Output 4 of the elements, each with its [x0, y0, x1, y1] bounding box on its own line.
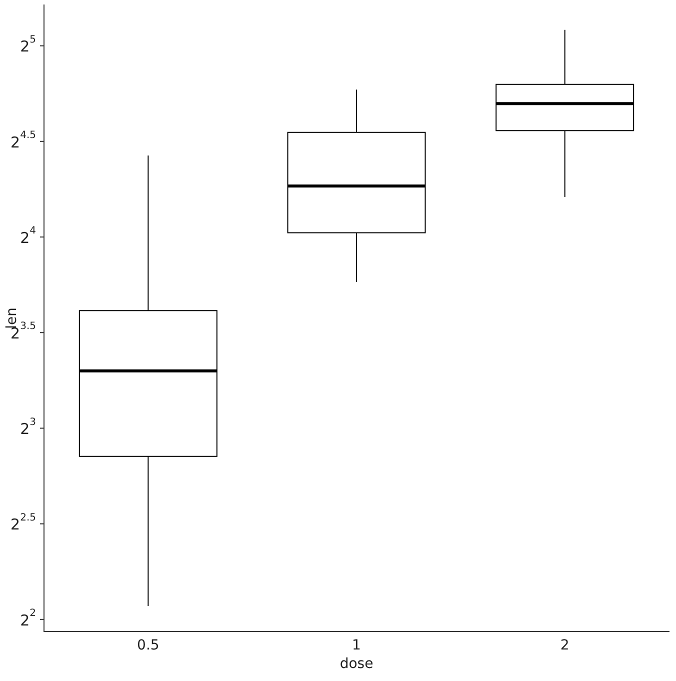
- x-axis-title: dose: [340, 656, 374, 672]
- x-tick-label: 2: [560, 637, 570, 654]
- x-tick-label: 0.5: [137, 637, 160, 654]
- x-tick-label: 1: [352, 637, 361, 654]
